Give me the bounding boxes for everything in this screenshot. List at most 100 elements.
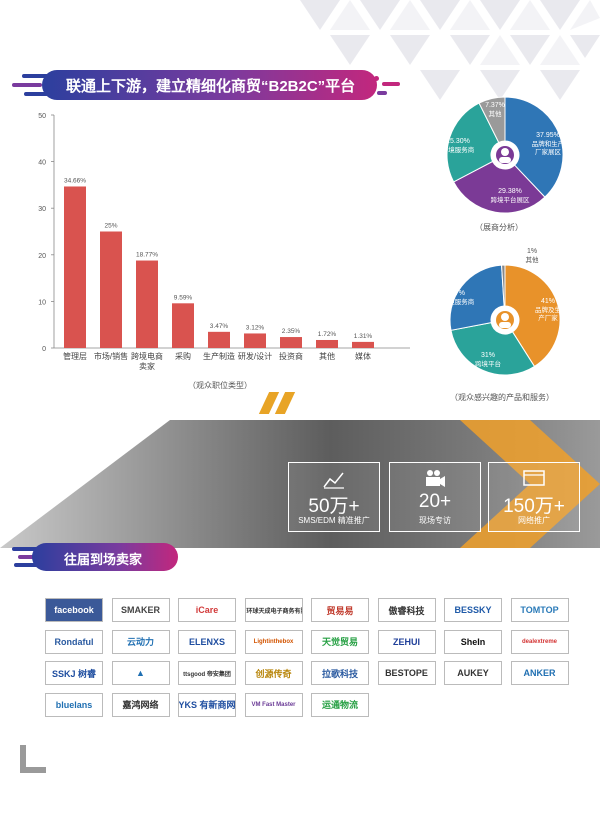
exhibitor-logo: 贸易易: [311, 598, 369, 622]
web-icon: [523, 470, 545, 486]
pie-slice-label: 品牌和生产: [532, 139, 565, 148]
exhibitor-logo: ELENXS: [178, 629, 236, 654]
bar-data-label: 18.77%: [136, 252, 158, 259]
quote-mark-icon: [258, 392, 298, 414]
exhibitor-logo: 深圳市环球天成电子商务有限公司: [244, 598, 303, 622]
y-tick-label: 40: [38, 160, 46, 167]
bar-data-label: 3.47%: [210, 323, 229, 330]
exhibitor-logo-text: ANKER: [523, 668, 556, 678]
pie-pct-label: 7.37%: [485, 102, 505, 109]
person-icon: [501, 313, 509, 321]
exhibitor-logo-text: 深圳市环球天成电子商务有限公司: [246, 608, 302, 615]
exhibitor-pie-caption: （展商分析）: [475, 223, 523, 232]
exhibitor-logo: 云动力: [111, 629, 170, 654]
pie-slice: [501, 264, 506, 307]
person-icon-body: [499, 322, 511, 328]
pie-slice-label: 其他: [489, 109, 503, 118]
pie-slice-label: 跨境服务商: [442, 297, 475, 306]
orange-chevron: [460, 420, 600, 548]
person-icon: [501, 148, 509, 156]
pie-slice-label: 跨境服务商: [442, 145, 475, 154]
pie-slice-label: 品牌及生: [535, 305, 562, 314]
bar-data-label: 3.12%: [246, 324, 265, 331]
bar-data-label: 34.66%: [64, 177, 86, 184]
pie-slice-label: 跨境平台: [475, 359, 501, 368]
person-icon-body: [499, 157, 511, 163]
pie-slice: [452, 160, 546, 214]
exhibitor-logo-text: AUKEY: [457, 668, 489, 678]
exhibitor-logo-text: SMAKER: [120, 605, 160, 615]
exhibitor-logo-text: 创源传奇: [255, 668, 292, 679]
section-header: 联通上下游，建立精细化商贸“B2B2C”平台: [12, 70, 400, 100]
exhibitor-logo-text: BESTOPE: [385, 668, 428, 678]
exhibitor-logo-text: 嘉鸿网络: [122, 700, 159, 710]
x-tick-label: 生产制造: [203, 351, 235, 361]
exhibitor-logo-text: Rondaful: [54, 636, 94, 647]
exhibitor-logo-text: ttsgood 帝安集团: [183, 671, 231, 678]
bar-data-label: 1.72%: [318, 331, 337, 338]
exhibitors-header: 往届到场卖家: [12, 543, 180, 571]
bar: [352, 341, 374, 348]
exhibitor-logo: ANKER: [510, 661, 569, 685]
pie-slice-label: 厂家展区: [535, 147, 562, 156]
x-axis-label: （观众职位类型）: [188, 380, 252, 390]
pie-pct-label: 37.95%: [536, 132, 560, 139]
x-tick-label: 市场/销售: [94, 351, 128, 361]
exhibitor-logo-text: VM Fast Master: [251, 701, 296, 708]
exhibitor-logo-text: iCare: [195, 605, 219, 615]
bar-data-label: 9.59%: [174, 294, 193, 301]
exhibitor-logo-text: BESSKY: [454, 605, 492, 615]
exhibitor-logo-text: YKS 有新商网: [178, 700, 236, 710]
bar: [64, 186, 86, 348]
x-tick-label: 投资商: [279, 351, 303, 361]
y-tick-label: 0: [42, 346, 46, 353]
pie-slice-label: 其他: [526, 255, 540, 264]
exhibitor-logo-text: SheIn: [460, 636, 486, 647]
exhibitor-logo: AUKEY: [444, 661, 502, 685]
x-tick-label: 采购: [175, 351, 191, 361]
exhibitor-logo: SheIn: [444, 629, 502, 654]
pie-pct-label: 29.38%: [498, 188, 522, 195]
exhibitor-logo: bluelans: [45, 692, 103, 717]
bar-data-label: 25%: [104, 223, 117, 230]
exhibitor-logo: TOMTOP: [510, 598, 569, 622]
stat-sms: 50万+ SMS/EDM 精准推广: [288, 462, 380, 532]
bar: [208, 331, 230, 348]
bar-data-label: 1.31%: [354, 333, 373, 340]
exhibitor-logo: 运通物流: [311, 692, 369, 717]
exhibitor-logo-text: 贸易易: [326, 605, 354, 616]
x-tick-label: 卖家: [139, 361, 155, 371]
exhibitor-logo: 傲睿科技: [377, 598, 436, 622]
exhibitor-logo-text: Lightinthebox: [253, 638, 294, 645]
exhibitor-logo: Lightinthebox: [244, 629, 303, 654]
promo-banner: [0, 420, 600, 548]
exhibitor-logo: facebook: [45, 598, 103, 622]
pie-slice: [478, 96, 506, 144]
pie-slice: [449, 264, 505, 331]
corner-bracket: [20, 745, 26, 773]
exhibitor-logo-text: bluelans: [55, 699, 93, 710]
exhibitor-logo: iCare: [178, 598, 236, 622]
pie-pct-label: 25.30%: [446, 138, 470, 145]
pie-pct-label: 27%: [451, 290, 465, 297]
exhibitor-logo: ttsgood 帝安集团: [178, 661, 236, 685]
bar: [100, 231, 122, 348]
camera-icon: [426, 470, 445, 487]
x-tick-label: 其他: [319, 351, 335, 361]
exhibitor-logo-text: TOMTOP: [520, 605, 559, 615]
stat-web: 150万+ 网络推广: [488, 462, 580, 532]
bar: [244, 333, 266, 348]
stat-interview: 20+ 现场专访: [389, 462, 481, 532]
exhibitor-logo: SMAKER: [111, 598, 170, 622]
exhibitor-logo-text: 天觉贸易: [321, 637, 358, 647]
exhibitor-logo: 拉歌科技: [311, 661, 369, 685]
exhibitor-logo: ZEHUI: [377, 629, 436, 654]
bar: [280, 337, 302, 348]
exhibitor-logo: BESTOPE: [377, 661, 436, 685]
exhibitor-logo: Rondaful: [45, 629, 103, 654]
pie-pct-label: 1%: [527, 248, 537, 255]
pie-slice-label: 跨境平台展区: [491, 195, 531, 204]
exhibitor-logo: 天觉贸易: [311, 629, 369, 654]
page-title: 联通上下游，建立精细化商贸“B2B2C”平台: [66, 78, 356, 95]
